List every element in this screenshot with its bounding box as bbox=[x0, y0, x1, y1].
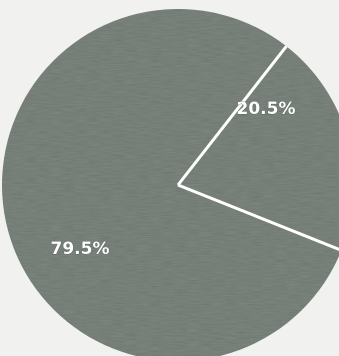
slice-separator-1 bbox=[176, 45, 288, 186]
pie-slice-1 bbox=[178, 46, 339, 250]
slice-separators bbox=[176, 45, 339, 252]
slice-separator-2 bbox=[177, 183, 339, 252]
slice-label-small: 20.5% bbox=[237, 99, 296, 119]
pie-slice-2 bbox=[2, 9, 339, 356]
pie-slices bbox=[2, 9, 339, 356]
slice-labels: 20.5% 79.5% bbox=[50, 99, 296, 260]
slice-label-large: 79.5% bbox=[51, 239, 110, 259]
